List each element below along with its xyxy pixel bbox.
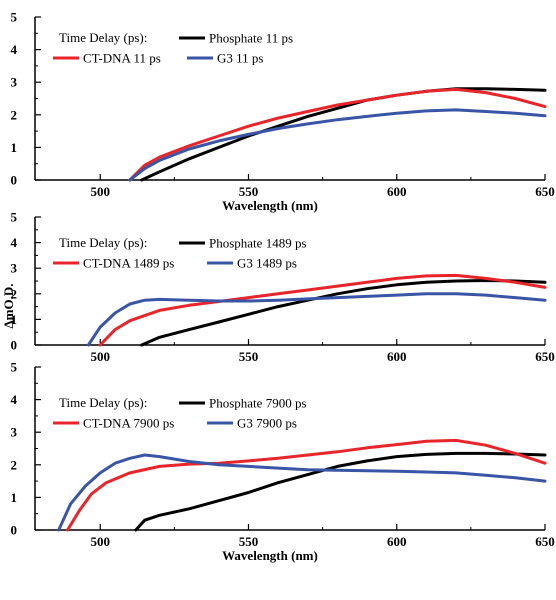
series-line-g3-7900-ps	[57, 453, 547, 532]
legend-title: Time Delay (ps):	[59, 30, 147, 45]
y-tick-label: 2	[11, 286, 18, 301]
series-line-g3-1489-ps	[86, 292, 547, 347]
legend-entry: CT-DNA 11 ps	[83, 51, 161, 66]
legend-entry: G3 11 ps	[217, 51, 263, 66]
legend-entry: CT-DNA 7900 ps	[83, 416, 174, 431]
chart-panel-1: 0 1 2 3 4 5 500 550 600 650 Wavelength (nm) Time De…	[11, 10, 555, 214]
y-tick-label: 2	[11, 457, 18, 472]
x-tick-label: 550	[239, 534, 259, 549]
legend-title: Time Delay (ps):	[59, 235, 147, 250]
x-tick-label: 600	[387, 349, 407, 364]
legend-entry: CT-DNA 1489 ps	[83, 256, 174, 271]
chart-panel-2: 0 1 2 3 4 5 500 550 600 650 ΔmO.D. Time Delay (ps):…	[1, 210, 555, 365]
x-tick-label: 550	[239, 349, 259, 364]
chart-panel-3: 0 1 2 3 4 5 500 550 600 650 Wavelength (nm) Time De…	[11, 360, 555, 564]
legend-entry: Phosphate 11 ps	[209, 31, 293, 46]
y-tick-label: 5	[11, 210, 18, 225]
x-tick-label: 500	[90, 349, 110, 364]
y-tick-label: 3	[11, 75, 18, 90]
x-tick-label: 600	[387, 534, 407, 549]
x-tick-label: 500	[90, 534, 110, 549]
legend-entry: G3 7900 ps	[237, 416, 297, 431]
y-tick-label: 2	[11, 107, 18, 122]
x-tick-label: 650	[535, 349, 555, 364]
series-line-ct-dna-11-ps	[128, 87, 547, 182]
x-tick-label: 550	[239, 184, 259, 199]
y-tick-label: 4	[11, 235, 18, 250]
y-tick-label: 0	[11, 523, 18, 538]
y-tick-label: 0	[11, 173, 18, 188]
legend-entry: G3 1489 ps	[237, 256, 297, 271]
x-axis-title: Wavelength (nm)	[222, 548, 318, 563]
x-tick-label: 650	[535, 184, 555, 199]
x-tick-label: 650	[535, 534, 555, 549]
y-axis-title: ΔmO.D.	[1, 284, 16, 329]
y-tick-label: 1	[11, 490, 18, 505]
legend-entry: Phosphate 7900 ps	[209, 396, 307, 411]
series-line-ct-dna-7900-ps	[66, 438, 547, 532]
y-tick-label: 5	[11, 10, 18, 25]
x-tick-label: 500	[90, 184, 110, 199]
y-tick-label: 3	[11, 261, 18, 276]
y-tick-label: 3	[11, 425, 18, 440]
x-axis-title: Wavelength (nm)	[222, 198, 318, 213]
series-line-phosphate-11-ps	[140, 87, 547, 182]
series-line-phosphate-1489-ps	[140, 279, 547, 347]
legend-entry: Phosphate 1489 ps	[209, 236, 307, 251]
y-tick-label: 4	[11, 392, 18, 407]
y-tick-label: 1	[11, 140, 18, 155]
y-tick-label: 0	[11, 338, 18, 353]
x-tick-label: 600	[387, 184, 407, 199]
legend-title: Time Delay (ps):	[59, 395, 147, 410]
y-tick-label: 4	[11, 42, 18, 57]
series-line-ct-dna-1489-ps	[98, 273, 547, 347]
y-tick-label: 1	[11, 312, 18, 327]
series-line-g3-11-ps	[128, 108, 547, 182]
y-tick-label: 5	[11, 360, 18, 375]
